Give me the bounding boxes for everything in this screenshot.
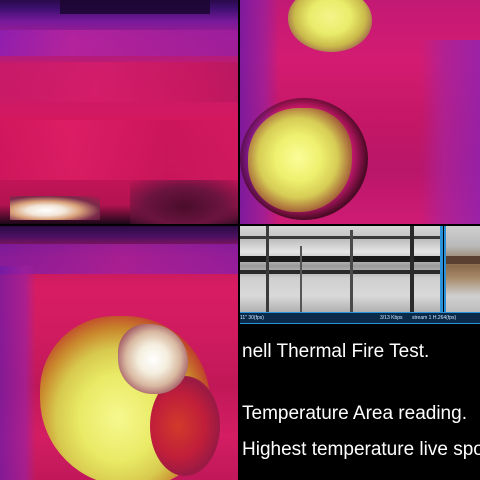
thermal-view-top-left [0, 0, 238, 224]
pane-divider [0, 224, 480, 226]
rack-post [300, 246, 302, 312]
rack-post [350, 230, 353, 312]
rack-beam [240, 236, 440, 239]
pane-divider [238, 0, 240, 480]
caption-area-reading: Temperature Area reading. [242, 403, 467, 424]
camera-status-bar: 11" 30(fps) 3/13 Kbps stream 1 H.264(fps… [240, 312, 480, 324]
rack-beam [240, 270, 440, 274]
caption-title: nell Thermal Fire Test. [242, 341, 430, 362]
visual-camera-view-secondary [444, 226, 480, 312]
rack-post [266, 226, 269, 312]
thermal-band [0, 120, 238, 180]
thermal-hotspot [248, 108, 352, 212]
camera-stream-label: stream 1 H.264(fps) [412, 315, 457, 321]
info-panel: 11" 30(fps) 3/13 Kbps stream 1 H.264(fps… [240, 226, 480, 480]
thermal-band [0, 62, 238, 102]
thermal-fire-core [118, 324, 188, 394]
thermal-cold-region [60, 0, 210, 14]
thermal-view-bottom-left [0, 226, 238, 480]
thermal-hotspot [288, 0, 372, 52]
thermal-view-top-right [240, 0, 480, 224]
thermal-shadow [130, 180, 238, 224]
thermal-cool-edge [420, 40, 480, 224]
thermal-hotspot [10, 196, 100, 220]
thermal-band [0, 30, 238, 56]
caption-live-spot: Highest temperature live spot [242, 439, 480, 460]
thermal-cool-edge [0, 266, 36, 480]
visual-camera-view [240, 226, 443, 312]
camera-bitrate-label: 3/13 Kbps [380, 315, 403, 321]
thermal-band [0, 244, 238, 274]
rack-beam [240, 256, 440, 262]
rack-post [410, 226, 414, 312]
rack-beam [446, 256, 480, 264]
camera-fps-label: 11" 30(fps) [240, 315, 264, 321]
